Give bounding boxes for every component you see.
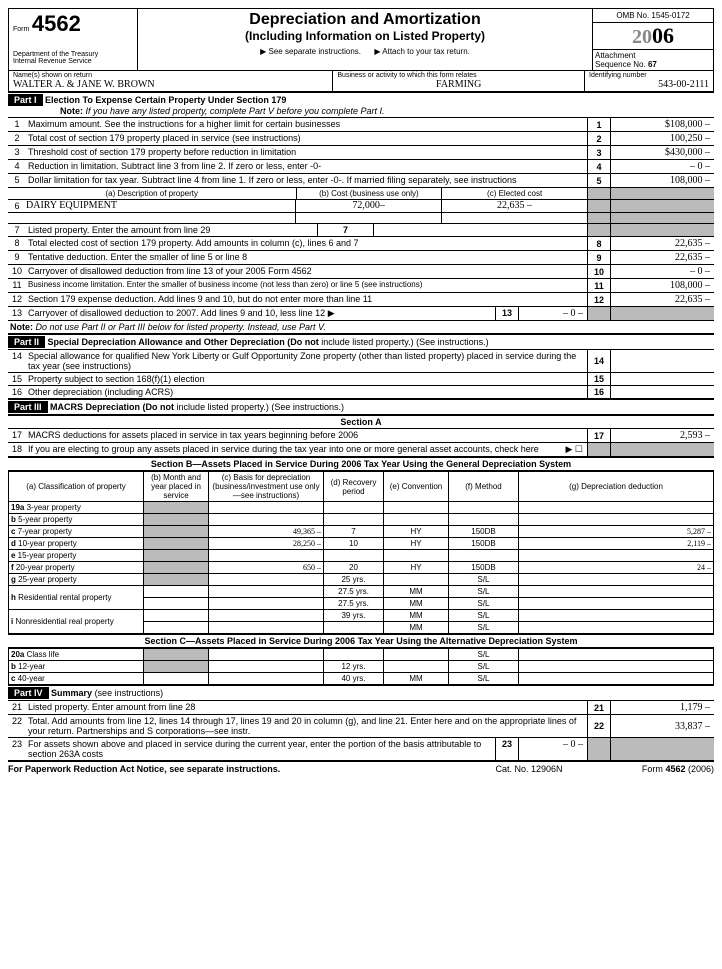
part3-title: MACRS Depreciation (Do not	[50, 402, 174, 412]
part4-title: Summary	[51, 688, 92, 698]
footer-year: (2006)	[688, 764, 714, 774]
part2-label: Part II	[8, 336, 45, 348]
part2-title2: include listed property.) (See instructi…	[319, 337, 489, 347]
col-a-header: (a) Description of property	[8, 188, 297, 199]
seq-label: Sequence No.	[595, 60, 646, 69]
col-b-header: (b) Cost (business use only)	[297, 188, 443, 199]
line23-text: For assets shown above and placed in ser…	[26, 738, 495, 760]
part4-label: Part IV	[8, 687, 49, 699]
page-footer: For Paperwork Reduction Act Notice, see …	[8, 762, 714, 774]
line10-text: Carryover of disallowed deduction from l…	[26, 265, 587, 278]
part2-header: Part II Special Depreciation Allowance a…	[8, 334, 714, 350]
line21-text: Listed property. Enter amount from line …	[26, 701, 587, 714]
line11-text: Business income limitation. Enter the sm…	[26, 279, 587, 292]
line7-text: Listed property. Enter the amount from l…	[26, 224, 317, 236]
line15-text: Property subject to section 168(f)(1) el…	[26, 373, 587, 385]
year-prefix: 20	[632, 26, 652, 48]
part2-title: Special Depreciation Allowance and Other…	[48, 337, 319, 347]
irs: Internal Revenue Service	[13, 58, 133, 65]
col-g: (g) Depreciation deduction	[519, 472, 714, 502]
dept: Department of the Treasury	[13, 51, 133, 58]
part1-header: Part I Election To Expense Certain Prope…	[8, 92, 714, 118]
part1-note: If you have any listed property, complet…	[86, 106, 385, 116]
line23-value: – 0 –	[519, 738, 587, 760]
line13-value: – 0 –	[519, 307, 587, 320]
identifying-number: 543-00-2111	[589, 79, 709, 90]
footer-form: 4562	[665, 764, 685, 774]
line21-value: 1,179 –	[610, 701, 714, 714]
omb: OMB No. 1545-0172	[593, 9, 713, 23]
part1-title: Election To Expense Certain Property Und…	[45, 95, 286, 105]
line17-text: MACRS deductions for assets placed in se…	[26, 429, 587, 442]
line22-value: 33,837 –	[610, 715, 714, 737]
id-label: Identifying number	[589, 72, 709, 79]
part3-label: Part III	[8, 401, 48, 413]
note-label: Note:	[60, 106, 83, 116]
line5-value: 108,000 –	[610, 174, 714, 187]
footer-cat: Cat. No. 12906N	[464, 764, 594, 774]
line22-text: Total. Add amounts from line 12, lines 1…	[26, 715, 587, 737]
line18-text: If you are electing to group any assets …	[26, 443, 562, 456]
line8-text: Total elected cost of section 179 proper…	[26, 237, 587, 250]
line9-value: 22,635 –	[610, 251, 714, 264]
line6-elected: 22,635 –	[442, 200, 587, 212]
form-number: 4562	[32, 11, 81, 36]
line11-value: 108,000 –	[610, 279, 714, 292]
footer-left: For Paperwork Reduction Act Notice, see …	[8, 764, 280, 774]
section-b-table: (a) Classification of property (b) Month…	[8, 471, 714, 634]
part1-label: Part I	[8, 94, 43, 106]
part3-header: Part III MACRS Depreciation (Do not incl…	[8, 399, 714, 415]
col-b: (b) Month and year placed in service	[144, 472, 209, 502]
form-title: Depreciation and Amortization	[140, 11, 590, 29]
seq-no: 67	[648, 60, 657, 69]
instr1: ▶ See separate instructions.	[260, 47, 361, 56]
line8-value: 22,635 –	[610, 237, 714, 250]
line10-value: – 0 –	[610, 265, 714, 278]
col-f: (f) Method	[449, 472, 519, 502]
section-b-header: Section B—Assets Placed in Service Durin…	[8, 457, 714, 471]
name-label: Name(s) shown on return	[13, 72, 328, 79]
form-prefix: Form	[13, 26, 29, 33]
line14-text: Special allowance for qualified New York…	[26, 350, 587, 372]
line4-value: – 0 –	[610, 160, 714, 173]
col-e: (e) Convention	[384, 472, 449, 502]
col-d: (d) Recovery period	[324, 472, 384, 502]
line2-text: Total cost of section 179 property place…	[26, 132, 587, 145]
line5-text: Dollar limitation for tax year. Subtract…	[26, 174, 587, 187]
line2-value: 100,250 –	[610, 132, 714, 145]
line12-text: Section 179 expense deduction. Add lines…	[26, 293, 587, 306]
attach-label: Attachment	[595, 51, 635, 60]
line3-value: $430,000 –	[610, 146, 714, 159]
year: 06	[652, 23, 674, 48]
col-c: (c) Basis for depreciation (business/inv…	[209, 472, 324, 502]
taxpayer-info: Name(s) shown on return WALTER A. & JANE…	[8, 71, 714, 92]
business-activity: FARMING	[337, 79, 580, 90]
form-subtitle: (Including Information on Listed Propert…	[140, 29, 590, 43]
taxpayer-name: WALTER A. & JANE W. BROWN	[13, 79, 328, 90]
biz-label: Business or activity to which this form …	[337, 72, 580, 79]
line13-text: Carryover of disallowed deduction to 200…	[26, 307, 495, 320]
part1-bottom-note: Do not use Part II or Part III below for…	[36, 322, 326, 332]
line12-value: 22,635 –	[610, 293, 714, 306]
line16-text: Other depreciation (including ACRS)	[26, 386, 587, 398]
instr2: ▶ Attach to your tax return.	[374, 47, 470, 56]
part3-title2: include listed property.) (See instructi…	[174, 402, 344, 412]
part4-title2: (see instructions)	[92, 688, 163, 698]
col-c-header: (c) Elected cost	[442, 188, 587, 199]
part4-header: Part IV Summary (see instructions)	[8, 685, 714, 701]
line4-text: Reduction in limitation. Subtract line 3…	[26, 160, 587, 173]
line6-desc: DAIRY EQUIPMENT	[26, 200, 296, 212]
col-a: (a) Classification of property	[9, 472, 144, 502]
footer-right: Form	[642, 764, 663, 774]
line9-text: Tentative deduction. Enter the smaller o…	[26, 251, 587, 264]
line1-text: Maximum amount. See the instructions for…	[26, 118, 587, 131]
line17-value: 2,593 –	[610, 429, 714, 442]
line6-cost: 72,000–	[296, 200, 442, 212]
form-header: Form 4562 Department of the Treasury Int…	[8, 8, 714, 71]
line3-text: Threshold cost of section 179 property b…	[26, 146, 587, 159]
section-c-header: Section C—Assets Placed in Service Durin…	[8, 634, 714, 648]
section-a-header: Section A	[8, 415, 714, 429]
line1-value: $108,000 –	[610, 118, 714, 131]
section-c-table: 20a Class lifeS/Lb 12-year12 yrs.S/Lc 40…	[8, 648, 714, 685]
